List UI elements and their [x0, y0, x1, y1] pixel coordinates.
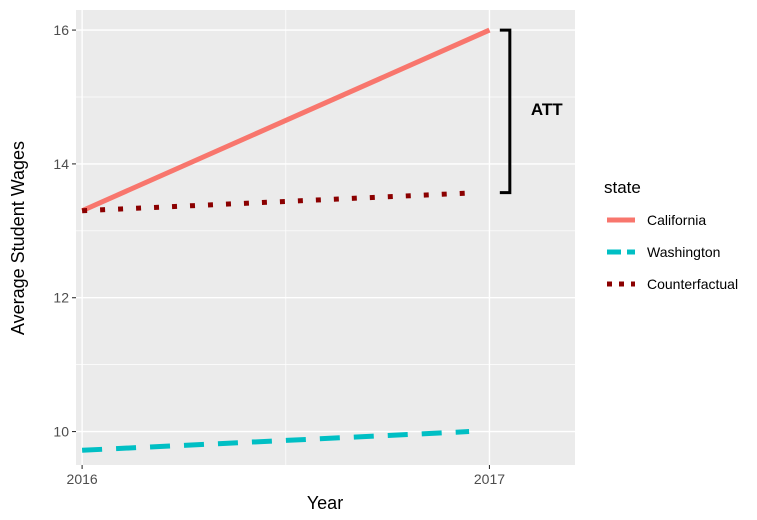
legend-label: Counterfactual	[647, 276, 738, 292]
minor-gridlines	[76, 10, 575, 465]
y-tick-label: 16	[53, 22, 69, 38]
att-label: ATT	[531, 100, 563, 119]
x-axis: 2016 2017	[67, 465, 505, 487]
legend-item-counterfactual: Counterfactual	[607, 276, 738, 292]
x-axis-title: Year	[307, 493, 343, 513]
legend-label: Washington	[647, 244, 720, 260]
y-axis-title: Average Student Wages	[8, 141, 28, 335]
y-tick-label: 10	[53, 424, 69, 440]
legend-title: state	[604, 178, 641, 197]
series-line-california	[81, 27, 491, 214]
legend-label: California	[647, 212, 706, 228]
series-line-washington	[81, 429, 470, 453]
series-lines	[81, 27, 491, 453]
major-gridlines	[76, 10, 575, 465]
att-bracket	[499, 28, 512, 195]
y-axis: 10 12 14 16	[53, 22, 76, 440]
att-annotation: ATT	[499, 28, 563, 195]
plot-panel	[76, 10, 575, 465]
legend: state California Washington Counterfactual	[604, 178, 738, 292]
legend-item-washington: Washington	[607, 244, 720, 260]
x-tick-label: 2016	[67, 471, 98, 487]
x-tick-label: 2017	[474, 471, 505, 487]
y-tick-label: 12	[53, 290, 69, 306]
y-tick-label: 14	[53, 156, 69, 172]
legend-item-california: California	[607, 212, 706, 228]
legend-items: California Washington Counterfactual	[607, 212, 738, 292]
